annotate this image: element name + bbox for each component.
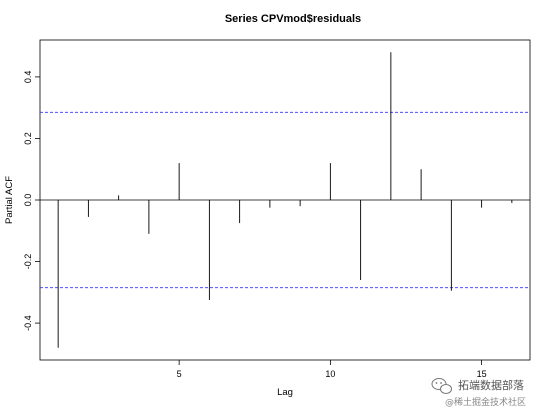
x-axis: 5 10 15 xyxy=(177,360,487,379)
x-tick-label-10: 10 xyxy=(325,369,335,379)
x-axis-label: Lag xyxy=(277,387,293,398)
y-tick-label-3: 0.2 xyxy=(23,132,33,145)
y-tick-label-1: -0.2 xyxy=(23,254,33,270)
x-tick-label-5: 5 xyxy=(177,369,182,379)
watermark-title: 拓端数据部落 xyxy=(458,378,524,392)
pacf-bars xyxy=(57,52,513,348)
x-tick-label-15: 15 xyxy=(477,369,487,379)
y-tick-label-2: 0.0 xyxy=(23,194,33,207)
wechat-icon xyxy=(431,378,452,394)
y-tick-label-4: 0.4 xyxy=(23,71,33,84)
y-axis: -0.4 -0.2 0.0 0.2 0.4 xyxy=(23,71,40,331)
chart-title: Series CPVmod$residuals xyxy=(225,13,361,25)
watermark-subtitle: @稀土掘金技术社区 xyxy=(445,396,526,408)
watermark: 拓端数据部落 @稀土掘金技术社区 xyxy=(431,378,526,408)
y-axis-label: Partial ACF xyxy=(4,176,15,224)
y-tick-label-0: -0.4 xyxy=(23,315,33,331)
